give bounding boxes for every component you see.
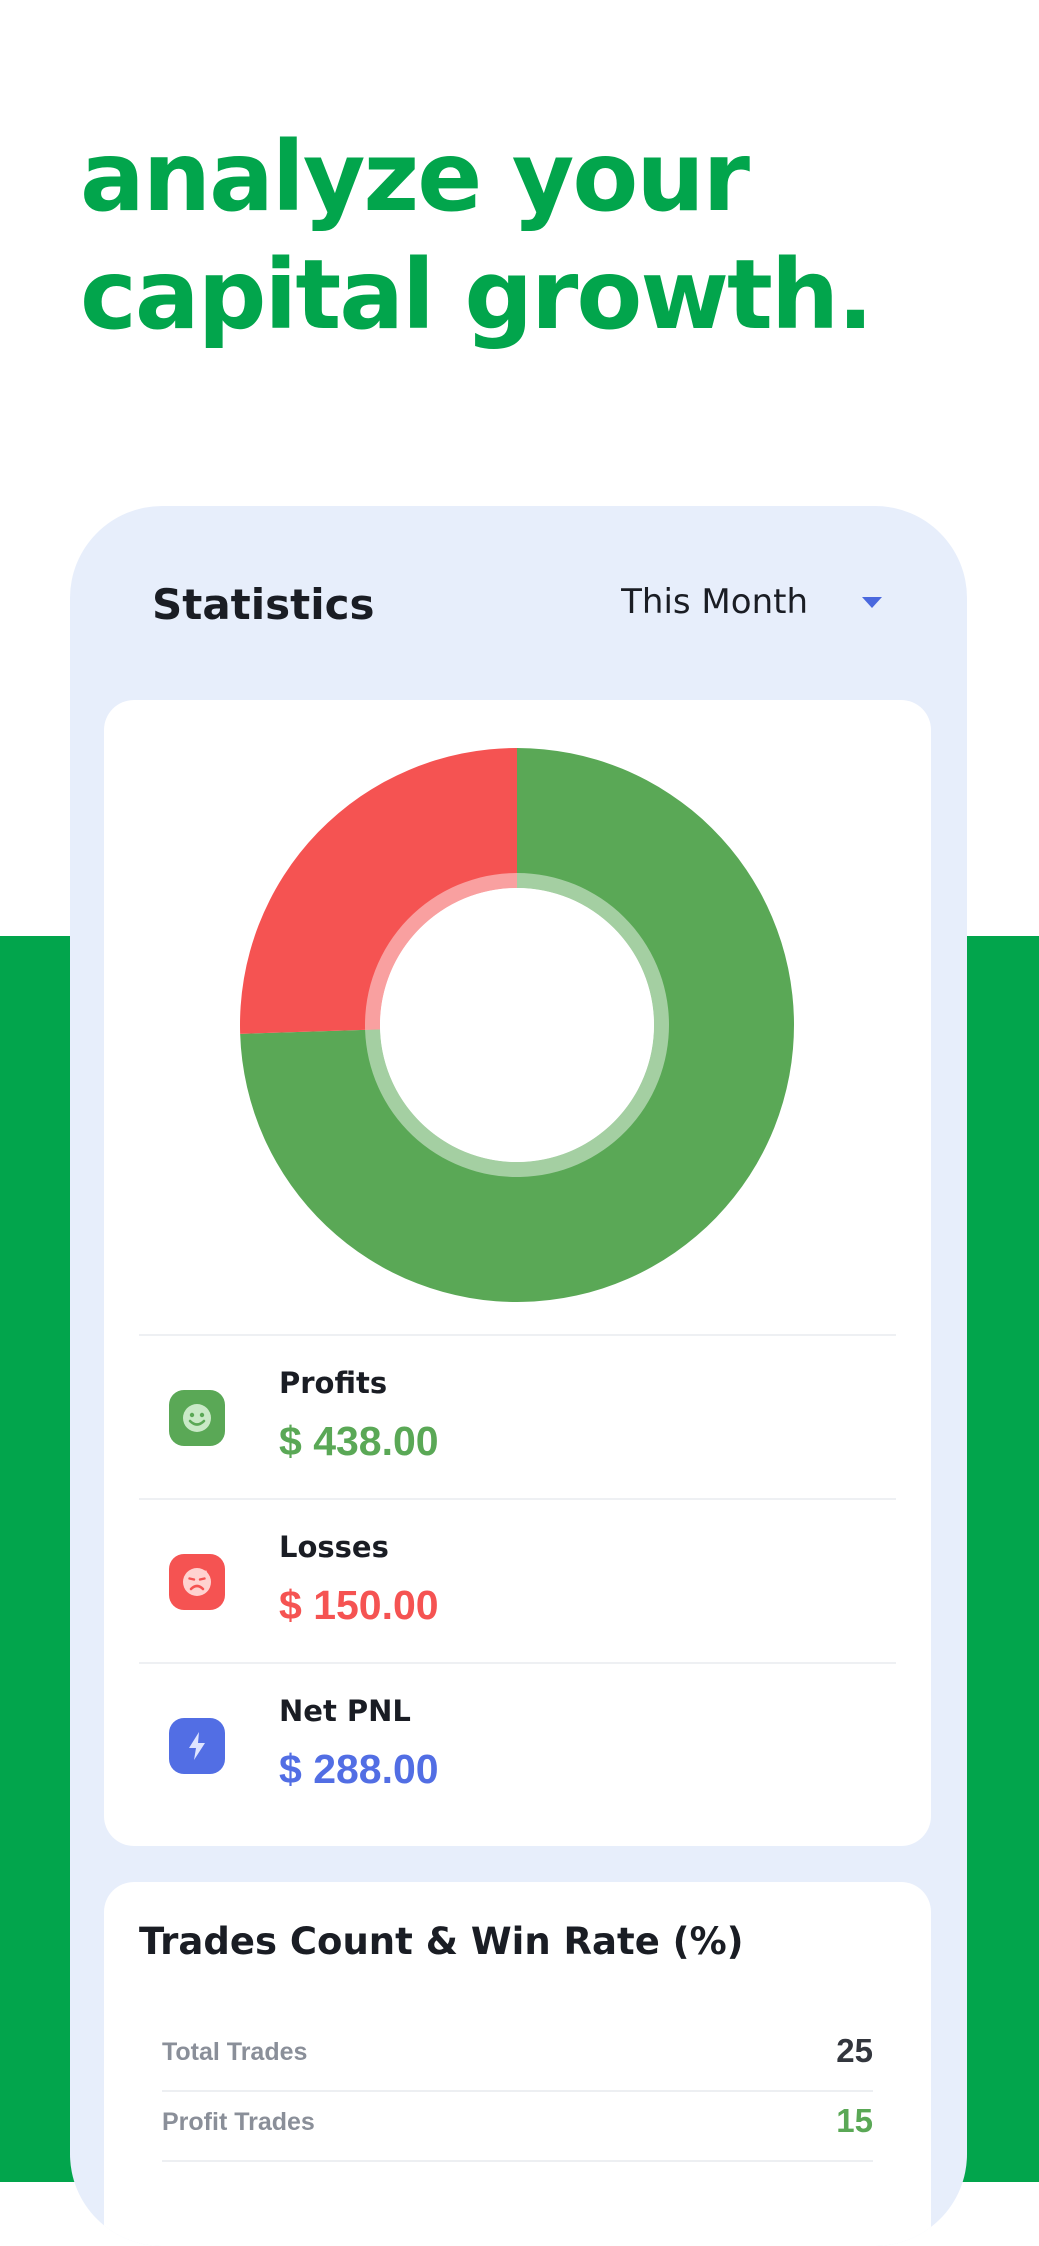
trade-row-value: 25 <box>836 2032 873 2069</box>
profit-loss-panel: Profits $ 438.00 Losses $ 150.00 <box>104 700 931 1846</box>
lightning-bolt-icon <box>169 1718 225 1774</box>
period-dropdown-label: This Month <box>621 582 808 622</box>
donut-inner-ring-losses <box>365 873 517 1030</box>
headline: analyze your capital growth. <box>80 118 874 354</box>
period-dropdown[interactable]: This Month <box>621 582 882 622</box>
legend-label: Losses <box>279 1530 389 1564</box>
legend-value: $ 438.00 <box>279 1418 439 1464</box>
trades-count-panel: Trades Count & Win Rate (%) Total Trades… <box>104 1882 931 2246</box>
donut-slice-profits <box>240 748 794 1302</box>
statistics-title: Statistics <box>152 580 375 629</box>
smile-face-icon <box>169 1390 225 1446</box>
profit-loss-donut-chart <box>240 748 794 1302</box>
sad-face-icon <box>169 1554 225 1610</box>
headline-line-2: capital growth. <box>80 239 874 351</box>
trade-row-value: 15 <box>836 2102 873 2139</box>
legend-value: $ 288.00 <box>279 1746 439 1792</box>
chevron-down-icon <box>862 596 882 608</box>
trade-row-label: Total Trades <box>162 2038 308 2066</box>
legend-label: Profits <box>279 1366 388 1400</box>
trades-panel-title: Trades Count & Win Rate (%) <box>139 1920 744 1963</box>
statistics-screen: Statistics This Month Profits $ 438.00 <box>70 506 967 2246</box>
legend-item-losses: Losses $ 150.00 <box>139 1498 896 1664</box>
trade-row-total: Total Trades 25 <box>162 2020 873 2092</box>
legend-item-profits: Profits $ 438.00 <box>139 1334 896 1500</box>
statistics-header: Statistics This Month <box>152 574 882 644</box>
legend-value: $ 150.00 <box>279 1582 439 1628</box>
trade-row-profit: Profit Trades 15 <box>162 2090 873 2162</box>
headline-line-1: analyze your <box>80 121 750 233</box>
donut-slice-losses <box>240 748 517 1034</box>
trade-row-label: Profit Trades <box>162 2108 315 2136</box>
legend-item-net-pnl: Net PNL $ 288.00 <box>139 1662 896 1828</box>
legend-label: Net PNL <box>279 1694 411 1728</box>
donut-center <box>380 888 654 1162</box>
